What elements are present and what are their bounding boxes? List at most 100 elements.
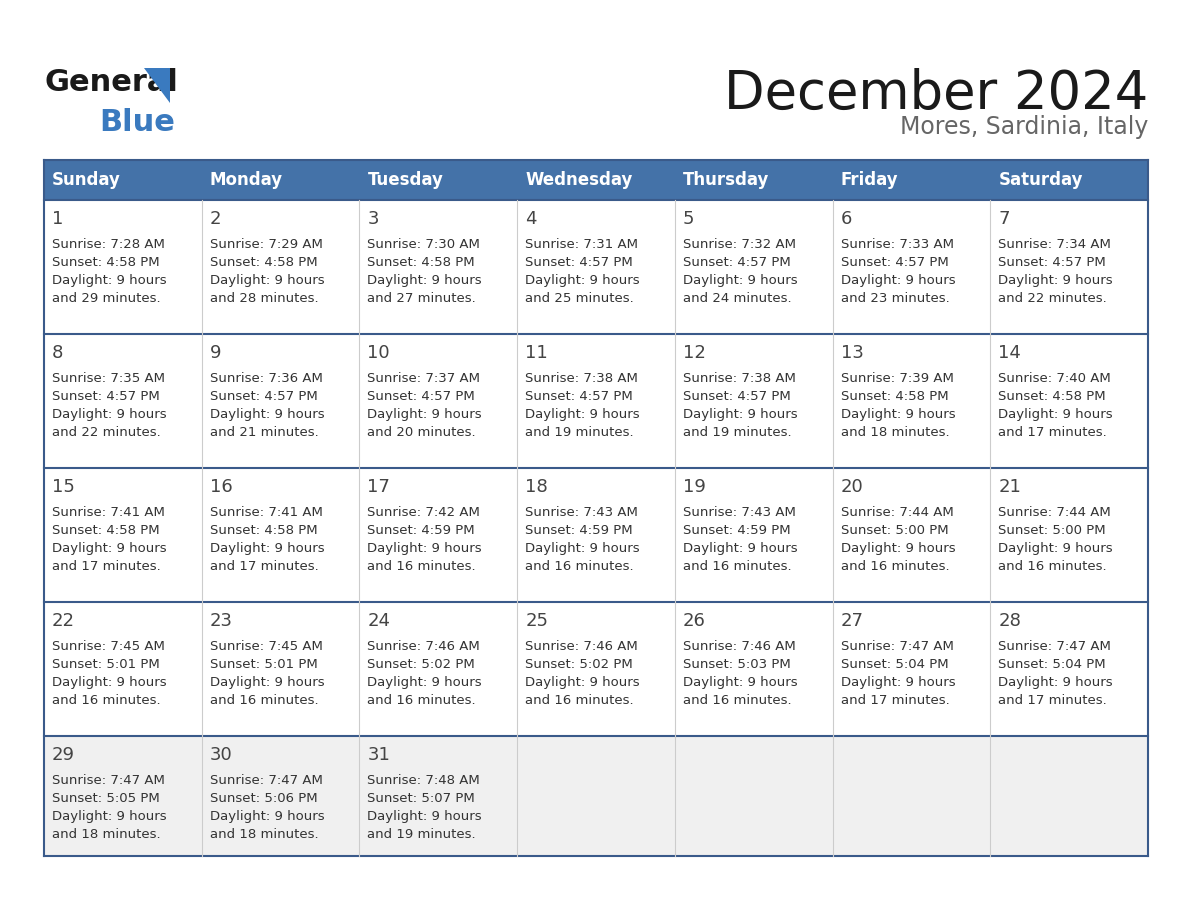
Text: Sunrise: 7:40 AM: Sunrise: 7:40 AM — [998, 372, 1111, 385]
Text: 27: 27 — [841, 612, 864, 630]
Text: and 24 minutes.: and 24 minutes. — [683, 292, 791, 305]
Text: Daylight: 9 hours: Daylight: 9 hours — [210, 810, 324, 823]
Text: Daylight: 9 hours: Daylight: 9 hours — [998, 274, 1113, 287]
Text: Daylight: 9 hours: Daylight: 9 hours — [998, 408, 1113, 421]
Text: Sunrise: 7:38 AM: Sunrise: 7:38 AM — [525, 372, 638, 385]
Text: and 27 minutes.: and 27 minutes. — [367, 292, 476, 305]
Text: Daylight: 9 hours: Daylight: 9 hours — [841, 676, 955, 689]
Text: and 19 minutes.: and 19 minutes. — [683, 426, 791, 439]
Text: 16: 16 — [210, 478, 233, 496]
Text: Daylight: 9 hours: Daylight: 9 hours — [367, 408, 482, 421]
Text: Daylight: 9 hours: Daylight: 9 hours — [52, 408, 166, 421]
Text: 28: 28 — [998, 612, 1022, 630]
Text: Sunrise: 7:43 AM: Sunrise: 7:43 AM — [525, 506, 638, 519]
Text: Sunset: 4:57 PM: Sunset: 4:57 PM — [52, 390, 159, 403]
Text: Sunset: 5:00 PM: Sunset: 5:00 PM — [841, 524, 948, 537]
Text: and 16 minutes.: and 16 minutes. — [210, 694, 318, 707]
Text: and 22 minutes.: and 22 minutes. — [52, 426, 160, 439]
Text: Sunrise: 7:46 AM: Sunrise: 7:46 AM — [683, 640, 796, 653]
Text: Sunrise: 7:48 AM: Sunrise: 7:48 AM — [367, 774, 480, 787]
Text: and 18 minutes.: and 18 minutes. — [841, 426, 949, 439]
Text: Sunrise: 7:44 AM: Sunrise: 7:44 AM — [998, 506, 1111, 519]
Text: Sunset: 5:01 PM: Sunset: 5:01 PM — [210, 658, 317, 671]
Text: and 16 minutes.: and 16 minutes. — [525, 560, 633, 573]
Text: and 16 minutes.: and 16 minutes. — [841, 560, 949, 573]
Text: Sunrise: 7:41 AM: Sunrise: 7:41 AM — [210, 506, 323, 519]
Text: Daylight: 9 hours: Daylight: 9 hours — [525, 274, 640, 287]
Bar — [44, 736, 1148, 856]
Text: Sunrise: 7:42 AM: Sunrise: 7:42 AM — [367, 506, 480, 519]
Text: Daylight: 9 hours: Daylight: 9 hours — [998, 542, 1113, 555]
Text: Daylight: 9 hours: Daylight: 9 hours — [525, 408, 640, 421]
Text: and 16 minutes.: and 16 minutes. — [525, 694, 633, 707]
Text: 23: 23 — [210, 612, 233, 630]
Text: 25: 25 — [525, 612, 548, 630]
Text: 5: 5 — [683, 210, 694, 228]
Text: 19: 19 — [683, 478, 706, 496]
Text: Sunset: 5:00 PM: Sunset: 5:00 PM — [998, 524, 1106, 537]
Text: and 16 minutes.: and 16 minutes. — [52, 694, 160, 707]
Text: and 29 minutes.: and 29 minutes. — [52, 292, 160, 305]
Text: Sunset: 5:04 PM: Sunset: 5:04 PM — [841, 658, 948, 671]
Text: and 17 minutes.: and 17 minutes. — [998, 426, 1107, 439]
Text: Sunrise: 7:36 AM: Sunrise: 7:36 AM — [210, 372, 323, 385]
Text: Daylight: 9 hours: Daylight: 9 hours — [210, 274, 324, 287]
Text: Daylight: 9 hours: Daylight: 9 hours — [52, 676, 166, 689]
Text: Daylight: 9 hours: Daylight: 9 hours — [683, 676, 797, 689]
Text: 13: 13 — [841, 344, 864, 362]
Text: and 16 minutes.: and 16 minutes. — [367, 560, 476, 573]
Text: and 25 minutes.: and 25 minutes. — [525, 292, 634, 305]
Text: Daylight: 9 hours: Daylight: 9 hours — [841, 274, 955, 287]
Text: Thursday: Thursday — [683, 171, 770, 189]
Text: 9: 9 — [210, 344, 221, 362]
Text: Daylight: 9 hours: Daylight: 9 hours — [210, 676, 324, 689]
Text: Sunrise: 7:32 AM: Sunrise: 7:32 AM — [683, 238, 796, 251]
Text: and 16 minutes.: and 16 minutes. — [998, 560, 1107, 573]
Text: and 16 minutes.: and 16 minutes. — [683, 694, 791, 707]
Text: Friday: Friday — [841, 171, 898, 189]
Text: Saturday: Saturday — [998, 171, 1082, 189]
Text: Sunset: 5:05 PM: Sunset: 5:05 PM — [52, 792, 159, 805]
Text: Sunset: 4:57 PM: Sunset: 4:57 PM — [210, 390, 317, 403]
Text: 3: 3 — [367, 210, 379, 228]
Text: Daylight: 9 hours: Daylight: 9 hours — [841, 542, 955, 555]
Text: 1: 1 — [52, 210, 63, 228]
Text: 18: 18 — [525, 478, 548, 496]
Text: 7: 7 — [998, 210, 1010, 228]
Text: 20: 20 — [841, 478, 864, 496]
Text: 15: 15 — [52, 478, 75, 496]
Text: and 19 minutes.: and 19 minutes. — [525, 426, 633, 439]
Text: Daylight: 9 hours: Daylight: 9 hours — [210, 408, 324, 421]
Bar — [44, 602, 1148, 736]
Text: Sunset: 5:01 PM: Sunset: 5:01 PM — [52, 658, 159, 671]
Text: Daylight: 9 hours: Daylight: 9 hours — [998, 676, 1113, 689]
Text: and 16 minutes.: and 16 minutes. — [683, 560, 791, 573]
Text: Sunrise: 7:46 AM: Sunrise: 7:46 AM — [367, 640, 480, 653]
Text: Sunset: 4:58 PM: Sunset: 4:58 PM — [841, 390, 948, 403]
Text: and 21 minutes.: and 21 minutes. — [210, 426, 318, 439]
Text: Sunset: 4:58 PM: Sunset: 4:58 PM — [210, 524, 317, 537]
Polygon shape — [144, 68, 170, 103]
Text: Sunrise: 7:47 AM: Sunrise: 7:47 AM — [210, 774, 323, 787]
Text: Sunrise: 7:41 AM: Sunrise: 7:41 AM — [52, 506, 165, 519]
Text: Daylight: 9 hours: Daylight: 9 hours — [52, 810, 166, 823]
Text: Sunset: 5:02 PM: Sunset: 5:02 PM — [525, 658, 633, 671]
Text: Daylight: 9 hours: Daylight: 9 hours — [367, 542, 482, 555]
Text: and 19 minutes.: and 19 minutes. — [367, 828, 476, 841]
Text: Sunset: 4:57 PM: Sunset: 4:57 PM — [367, 390, 475, 403]
Text: Daylight: 9 hours: Daylight: 9 hours — [841, 408, 955, 421]
Text: 21: 21 — [998, 478, 1022, 496]
Text: Sunset: 4:58 PM: Sunset: 4:58 PM — [52, 524, 159, 537]
Text: Sunrise: 7:29 AM: Sunrise: 7:29 AM — [210, 238, 323, 251]
Text: and 17 minutes.: and 17 minutes. — [52, 560, 160, 573]
Text: and 28 minutes.: and 28 minutes. — [210, 292, 318, 305]
Text: Sunrise: 7:43 AM: Sunrise: 7:43 AM — [683, 506, 796, 519]
Text: 30: 30 — [210, 746, 233, 764]
Text: Sunrise: 7:35 AM: Sunrise: 7:35 AM — [52, 372, 165, 385]
Text: 2: 2 — [210, 210, 221, 228]
Text: and 20 minutes.: and 20 minutes. — [367, 426, 476, 439]
Text: Daylight: 9 hours: Daylight: 9 hours — [683, 542, 797, 555]
Text: and 18 minutes.: and 18 minutes. — [210, 828, 318, 841]
Text: and 17 minutes.: and 17 minutes. — [210, 560, 318, 573]
Text: Sunset: 4:57 PM: Sunset: 4:57 PM — [525, 390, 633, 403]
